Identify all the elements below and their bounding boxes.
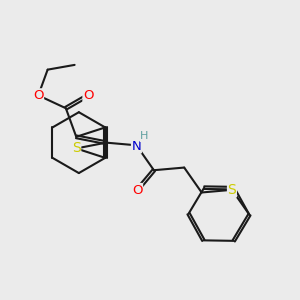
Text: O: O bbox=[83, 89, 94, 102]
Text: O: O bbox=[132, 184, 142, 196]
Text: O: O bbox=[33, 89, 44, 102]
Text: N: N bbox=[132, 140, 141, 153]
Text: S: S bbox=[72, 141, 81, 155]
Text: H: H bbox=[140, 131, 148, 142]
Text: S: S bbox=[228, 183, 236, 197]
